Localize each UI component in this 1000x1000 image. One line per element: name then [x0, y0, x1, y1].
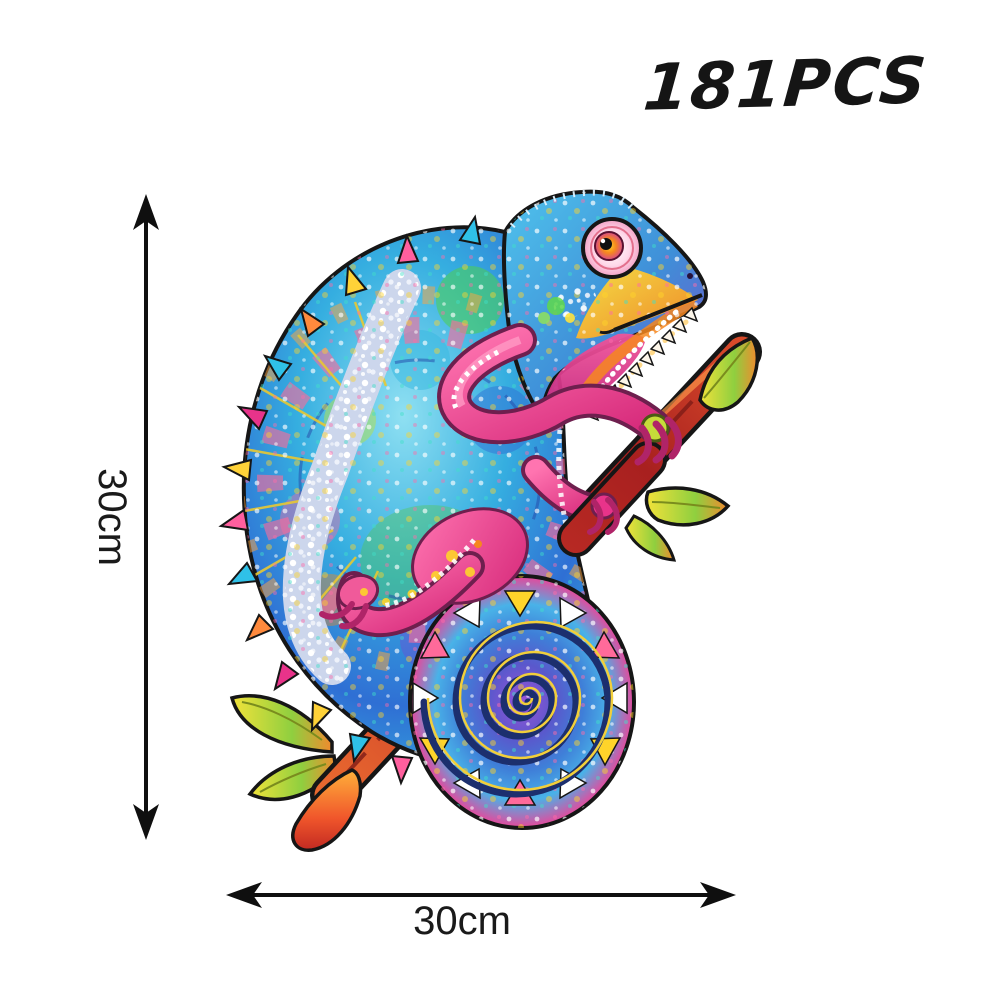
tail-spiral-line — [420, 622, 612, 798]
front-arms — [437, 323, 682, 557]
pieces-count-label: 181PCS — [640, 44, 931, 126]
width-dimension-arrow — [226, 882, 736, 908]
crest-spikes — [218, 214, 482, 786]
rear-leg — [319, 507, 529, 638]
right-leaves — [624, 335, 760, 562]
nostril — [687, 273, 693, 279]
branch-tip — [291, 768, 363, 852]
height-label: 30cm — [90, 468, 134, 566]
width-label: 30cm — [413, 899, 511, 943]
left-leaves — [229, 694, 338, 802]
eye — [581, 217, 643, 279]
spiral-tail — [408, 574, 636, 830]
casque-bumps — [509, 189, 635, 229]
height-dimension-arrow — [133, 194, 159, 840]
mouth-line — [613, 293, 703, 332]
